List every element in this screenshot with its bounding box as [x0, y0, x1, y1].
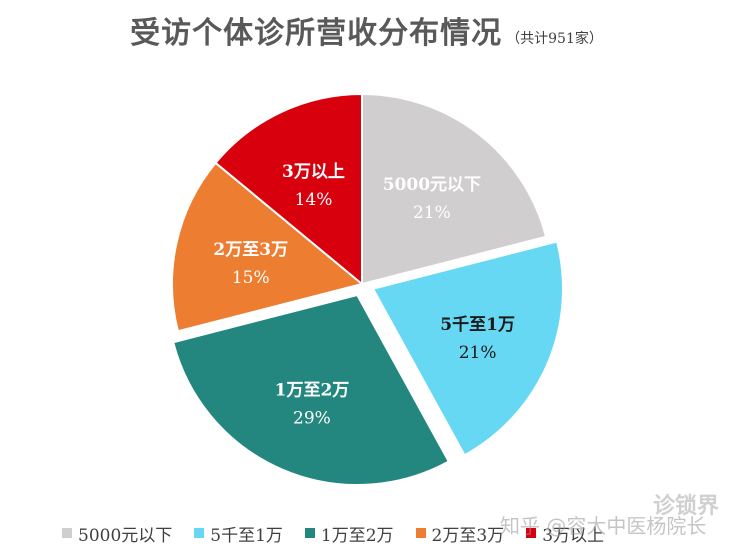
legend-item: 5000元以下	[62, 521, 172, 546]
slice-percent-label: 14%	[295, 190, 333, 210]
watermark-source: 知乎 @容大中医杨院长	[500, 514, 707, 538]
slice-percent-label: 21%	[459, 343, 497, 363]
legend-label: 5000元以下	[78, 525, 173, 546]
chart-legend: 5000元以下 5千至1万 1万至2万 2万至3万 3万以上	[62, 519, 604, 547]
slice-name-label: 5千至1万	[440, 315, 515, 335]
chart-title: 受访个体诊所营收分布情况	[130, 16, 503, 51]
pie-slice	[214, 92, 363, 287]
slice-name-label: 5000元以下	[383, 175, 481, 195]
legend-item: 3万以上	[526, 521, 604, 546]
pie-slice	[171, 161, 365, 333]
slice-percent-label: 15%	[232, 268, 270, 288]
slice-name-label: 1万至2万	[275, 381, 350, 401]
legend-swatch	[304, 528, 315, 538]
legend-swatch	[415, 528, 426, 538]
watermark-logo: 诊锁界	[652, 494, 719, 519]
legend-item: 2万至3万	[415, 521, 505, 546]
chart-subtitle: （共计951家）	[506, 31, 603, 47]
legend-label: 3万以上	[542, 525, 605, 546]
slice-percent-label: 29%	[293, 409, 331, 429]
legend-swatch	[194, 528, 205, 538]
slice-name-label: 3万以上	[282, 162, 345, 182]
legend-swatch	[526, 528, 537, 538]
legend-label: 5千至1万	[210, 525, 283, 546]
pie-slice	[371, 240, 565, 457]
pie-slice	[171, 293, 451, 486]
chart-title-row: 受访个体诊所营收分布情况 （共计951家）	[0, 8, 733, 52]
legend-label: 1万至2万	[320, 525, 394, 546]
pie-slice	[361, 92, 548, 286]
legend-label: 2万至3万	[431, 525, 505, 546]
legend-swatch	[62, 528, 72, 538]
legend-item: 5千至1万	[194, 521, 283, 546]
legend-item: 1万至2万	[304, 521, 394, 546]
slice-percent-label: 21%	[413, 203, 451, 223]
slice-name-label: 2万至3万	[213, 240, 288, 260]
